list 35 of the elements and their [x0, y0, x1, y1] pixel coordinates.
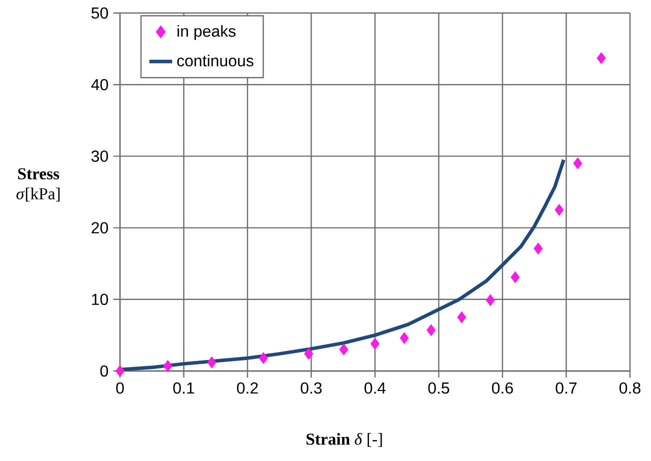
x-tick-label: 0.3	[300, 382, 322, 394]
point	[457, 311, 466, 324]
point	[163, 360, 172, 372]
point	[554, 204, 564, 216]
point	[534, 242, 543, 254]
point	[304, 348, 314, 360]
y-axis-title: Stress σ[kPa]	[16, 168, 60, 202]
point	[258, 352, 268, 364]
point	[510, 271, 520, 284]
x-tick-label: 0.1	[173, 382, 194, 394]
x-tick-label: 0.2	[237, 382, 258, 394]
legend-label: continuous	[177, 54, 254, 66]
point	[400, 332, 409, 344]
point	[573, 157, 582, 170]
x-tick-label: 0.7	[556, 382, 577, 394]
y-tick-label: 40	[91, 78, 108, 90]
point	[207, 356, 216, 368]
y-tick-label: 0	[100, 365, 108, 377]
legend-label: in peaks	[178, 25, 236, 40]
x-tick-label: 0.8	[619, 382, 640, 394]
x-tick-label: 0	[116, 382, 124, 394]
point	[116, 365, 124, 377]
y-tick-label: 10	[92, 294, 108, 306]
point	[339, 344, 348, 356]
x-tick-label: 0.5	[428, 382, 450, 394]
point	[426, 324, 436, 336]
y-tick-label: 50	[91, 7, 108, 19]
x-tick-label: 0.6	[492, 382, 513, 394]
x-axis-title: Strain δ [-]	[306, 432, 382, 447]
point	[486, 294, 495, 306]
x-tick-label: 0.4	[364, 382, 386, 394]
y-tick-label: 30	[91, 150, 108, 162]
point	[370, 338, 380, 350]
point	[596, 52, 606, 64]
y-tick-label: 20	[92, 222, 108, 234]
